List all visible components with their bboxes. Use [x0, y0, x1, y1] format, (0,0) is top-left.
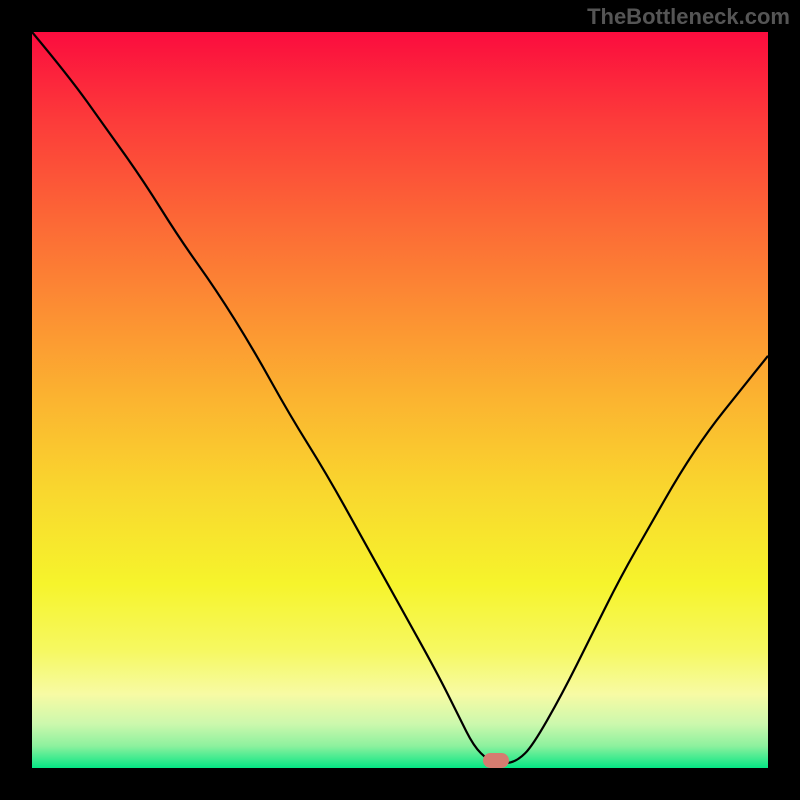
plot-area: [32, 32, 768, 768]
chart-container: TheBottleneck.com: [0, 0, 800, 800]
optimal-marker: [483, 753, 509, 768]
watermark-text: TheBottleneck.com: [587, 4, 790, 30]
bottleneck-curve-path: [32, 32, 768, 763]
bottleneck-curve-svg: [32, 32, 768, 768]
